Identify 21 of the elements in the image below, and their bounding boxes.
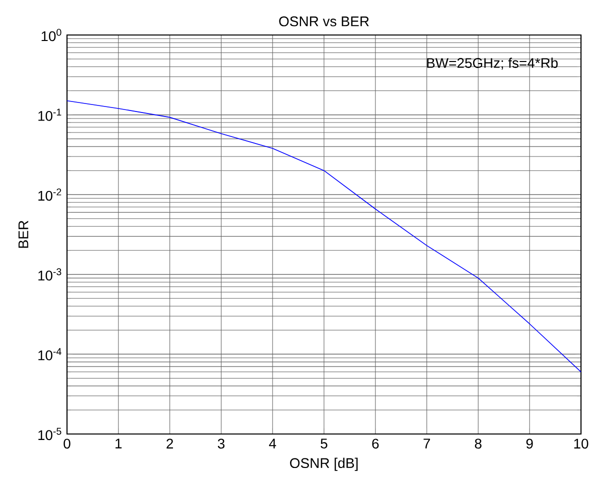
line-series xyxy=(67,100,581,372)
y-tick-label: 10$^{0}$ xyxy=(42,28,62,42)
x-tick-label: 1 xyxy=(116,438,122,448)
x-tick-label: 3 xyxy=(218,438,224,449)
x-tick-label: 5 xyxy=(320,438,328,448)
x-tick-label: 4 xyxy=(269,438,276,448)
x-axis-title: OSNR [dB] xyxy=(290,458,358,471)
y-tick-label: 10$^{-3}$ xyxy=(38,268,62,281)
y-tick-label: 10$^{-2}$ xyxy=(38,188,62,201)
y-axis-title: BER xyxy=(18,220,28,248)
x-tick-label: 2 xyxy=(166,438,173,448)
y-tick-label: 10$^{-1}$ xyxy=(38,108,62,121)
y-tick-label: 10$^{-5}$ xyxy=(38,428,62,440)
y-tick-label: 10$^{-4}$ xyxy=(38,348,62,360)
x-tick-label: 0 xyxy=(64,438,70,449)
x-tick-label: 10 xyxy=(574,438,588,449)
x-tick-label: 6 xyxy=(372,438,379,449)
x-tick-label: 7 xyxy=(424,438,430,448)
x-tick-label: 9 xyxy=(526,438,533,449)
chart-title: OSNR vs BER xyxy=(279,16,369,26)
x-tick-label: 8 xyxy=(474,438,482,449)
